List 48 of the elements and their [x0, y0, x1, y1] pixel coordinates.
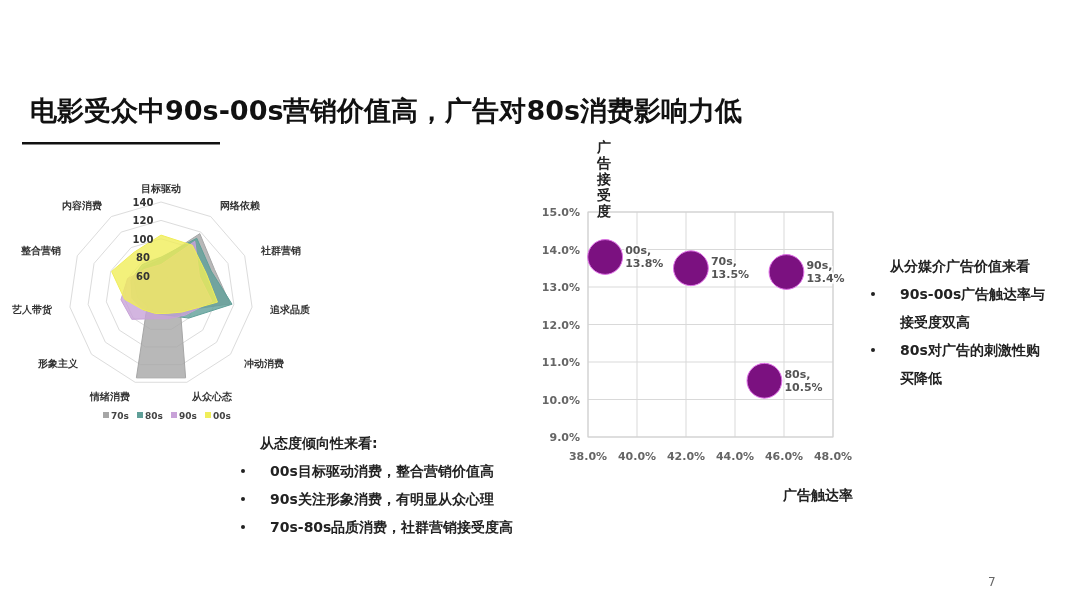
spoke-label: 冲动消费 — [244, 358, 285, 370]
spoke-label: 目标驱动 — [141, 183, 181, 194]
data-label: 70s, 13.5% — [710, 255, 750, 282]
spoke-label: 网络依赖 — [220, 199, 261, 211]
x-tick-label: 38.0% — [568, 450, 608, 463]
y-tick-label: 9.0% — [549, 431, 580, 444]
y-axis-title: 广告接受度 — [596, 139, 611, 219]
y-tick-label: 100 — [132, 233, 154, 245]
text: 90s-00s广告触达率与接受度双高 — [899, 286, 1046, 330]
legend-label: 80s — [145, 411, 163, 421]
y-tick-label: 140 — [132, 197, 154, 208]
y-tick-label: 12.0% — [541, 318, 580, 332]
y-tick-label: 120 — [132, 215, 154, 227]
x-tick-label: 42.0% — [666, 450, 706, 463]
x-tick-label: 40.0% — [617, 450, 657, 463]
x-axis-title: 广告触达率 — [782, 487, 853, 503]
y-tick-label: 80 — [136, 252, 150, 264]
text: 00s目标驱动消费，整合营销价值高 — [270, 463, 494, 479]
x-tick-label: 48.0% — [813, 450, 853, 463]
data-label: 80s, 10.5% — [784, 367, 823, 394]
spoke-label: 情绪消费 — [89, 390, 131, 402]
y-tick-label: 10.0% — [541, 393, 580, 407]
text: 电影受众中90s-00s营销价值高，广告对80s消费影响力低 — [30, 95, 743, 126]
legend-label: 00s — [213, 411, 231, 421]
y-tick-label: 15.0% — [541, 206, 580, 219]
y-tick-label: 14.0% — [541, 243, 580, 257]
spoke-label: 内容消费 — [61, 199, 102, 211]
text: 70s-80s品质消费，社群营销接受度高 — [270, 519, 514, 535]
x-tick-label: 46.0% — [764, 450, 804, 463]
data-label: 00s, 13.8% — [625, 244, 664, 270]
text: 7 — [988, 575, 996, 589]
text: 从分媒介广告价值来看 — [889, 258, 1030, 274]
text: 从态度倾向性来看: — [259, 435, 378, 451]
y-tick-label: 60 — [136, 270, 150, 282]
legend-label: 70s — [111, 411, 129, 421]
spoke-label: 从众心态 — [190, 390, 233, 402]
y-tick-label: 11.0% — [541, 356, 580, 369]
spoke-label: 社群营销 — [260, 244, 302, 256]
data-label: 90s, 13.4% — [806, 259, 845, 285]
spoke-label: 追求品质 — [268, 304, 310, 316]
spoke-label: 形象主义 — [36, 358, 79, 370]
y-tick-label: 13.0% — [541, 281, 580, 294]
spoke-label: 整合营销 — [19, 244, 61, 256]
legend-label: 90s — [179, 411, 197, 421]
x-tick-label: 44.0% — [715, 450, 755, 463]
text: 80s对广告的刺激性购买降低 — [900, 342, 1040, 386]
spoke-label: 艺人带货 — [11, 304, 54, 316]
text: 90s关注形象消费，有明显从众心理 — [270, 491, 494, 507]
